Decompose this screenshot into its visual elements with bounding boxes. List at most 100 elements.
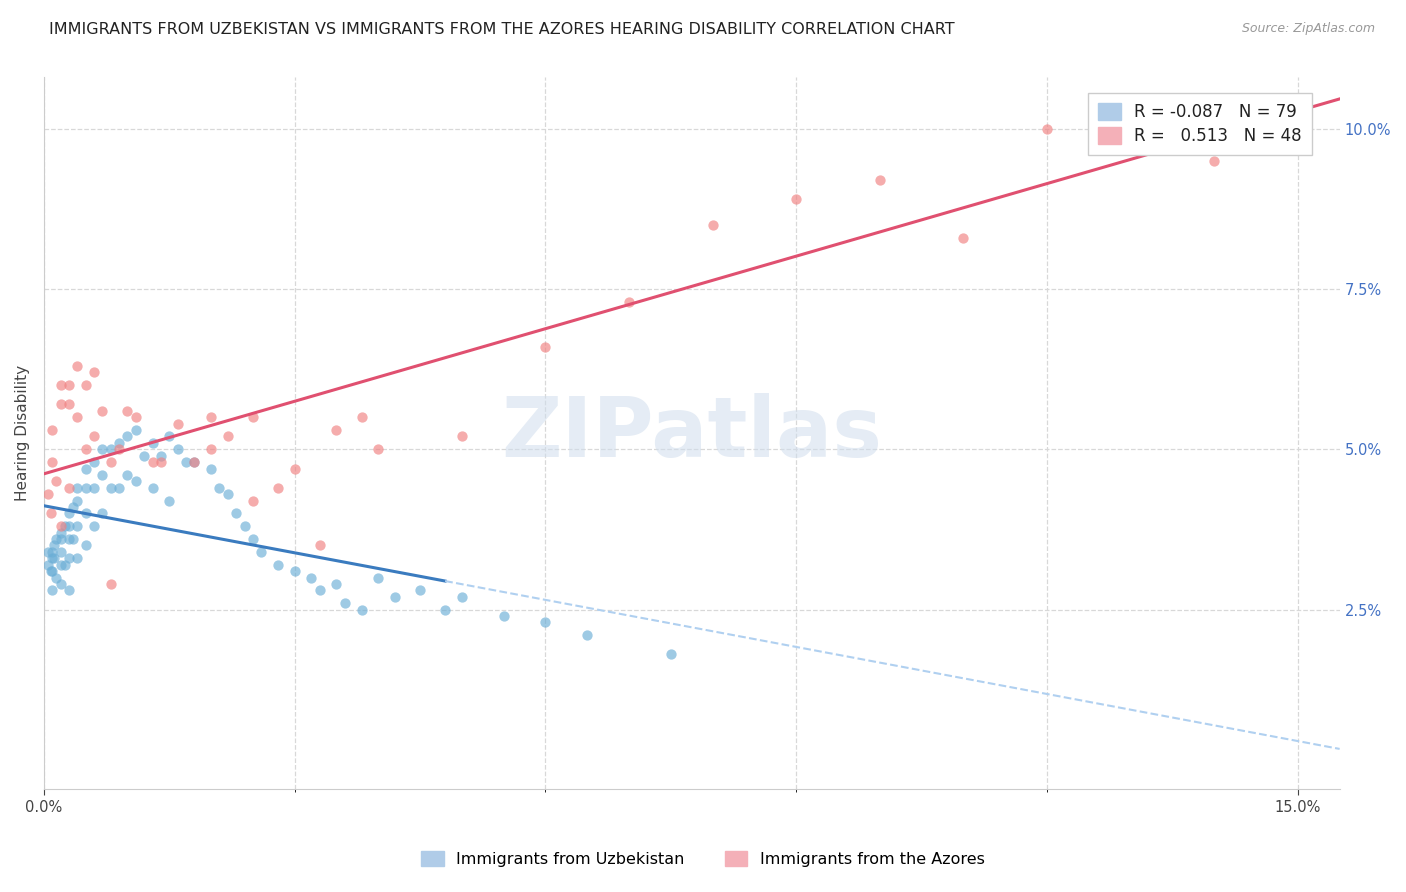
Y-axis label: Hearing Disability: Hearing Disability bbox=[15, 365, 30, 501]
Point bbox=[117, 467, 139, 482]
Point bbox=[333, 596, 356, 610]
Point bbox=[45, 570, 67, 584]
Point bbox=[325, 577, 347, 591]
Point bbox=[83, 519, 105, 533]
Point bbox=[45, 475, 67, 489]
Point bbox=[49, 532, 72, 546]
Legend: Immigrants from Uzbekistan, Immigrants from the Azores: Immigrants from Uzbekistan, Immigrants f… bbox=[415, 845, 991, 873]
Point bbox=[284, 564, 307, 578]
Point bbox=[75, 378, 97, 392]
Point bbox=[451, 429, 474, 443]
Point bbox=[41, 551, 63, 566]
Point bbox=[125, 423, 148, 437]
Point bbox=[58, 583, 80, 598]
Point bbox=[41, 583, 63, 598]
Point bbox=[125, 410, 148, 425]
Point bbox=[49, 545, 72, 559]
Point bbox=[308, 539, 330, 553]
Point bbox=[83, 455, 105, 469]
Point bbox=[350, 410, 373, 425]
Text: ZIPatlas: ZIPatlas bbox=[502, 392, 882, 474]
Point bbox=[183, 455, 205, 469]
Point bbox=[233, 519, 256, 533]
Point bbox=[142, 436, 165, 450]
Point bbox=[166, 417, 188, 431]
Point bbox=[66, 519, 89, 533]
Point bbox=[149, 449, 172, 463]
Point bbox=[367, 570, 389, 584]
Point bbox=[384, 590, 406, 604]
Point bbox=[39, 507, 62, 521]
Point bbox=[284, 461, 307, 475]
Point bbox=[100, 455, 122, 469]
Point bbox=[299, 570, 322, 584]
Point bbox=[142, 481, 165, 495]
Point bbox=[37, 487, 59, 501]
Point bbox=[49, 519, 72, 533]
Point bbox=[58, 532, 80, 546]
Point bbox=[100, 442, 122, 457]
Point bbox=[208, 481, 231, 495]
Point bbox=[869, 173, 891, 187]
Point bbox=[1119, 96, 1142, 111]
Point bbox=[75, 507, 97, 521]
Point bbox=[58, 481, 80, 495]
Point bbox=[702, 218, 724, 232]
Point bbox=[149, 455, 172, 469]
Point bbox=[49, 397, 72, 411]
Point bbox=[49, 577, 72, 591]
Point bbox=[66, 410, 89, 425]
Legend: R = -0.087   N = 79, R =   0.513   N = 48: R = -0.087 N = 79, R = 0.513 N = 48 bbox=[1088, 93, 1312, 155]
Point bbox=[534, 340, 557, 354]
Point bbox=[200, 442, 222, 457]
Point bbox=[785, 192, 807, 206]
Point bbox=[267, 481, 290, 495]
Point bbox=[53, 558, 76, 572]
Point bbox=[41, 545, 63, 559]
Point bbox=[91, 467, 114, 482]
Point bbox=[242, 410, 264, 425]
Text: IMMIGRANTS FROM UZBEKISTAN VS IMMIGRANTS FROM THE AZORES HEARING DISABILITY CORR: IMMIGRANTS FROM UZBEKISTAN VS IMMIGRANTS… bbox=[49, 22, 955, 37]
Point bbox=[66, 551, 89, 566]
Point bbox=[108, 436, 131, 450]
Point bbox=[157, 493, 180, 508]
Point bbox=[142, 455, 165, 469]
Point bbox=[1036, 121, 1059, 136]
Point bbox=[58, 551, 80, 566]
Point bbox=[576, 628, 599, 642]
Point bbox=[134, 449, 156, 463]
Point bbox=[166, 442, 188, 457]
Point bbox=[83, 365, 105, 379]
Point bbox=[42, 551, 65, 566]
Point bbox=[108, 442, 131, 457]
Point bbox=[492, 609, 515, 624]
Point bbox=[75, 461, 97, 475]
Point bbox=[91, 404, 114, 418]
Point bbox=[100, 577, 122, 591]
Point bbox=[217, 487, 239, 501]
Point bbox=[659, 648, 682, 662]
Point bbox=[62, 532, 84, 546]
Point bbox=[45, 532, 67, 546]
Point bbox=[117, 429, 139, 443]
Point bbox=[157, 429, 180, 443]
Point bbox=[1204, 153, 1226, 168]
Point bbox=[75, 442, 97, 457]
Point bbox=[534, 615, 557, 630]
Point bbox=[58, 378, 80, 392]
Point bbox=[350, 602, 373, 616]
Point bbox=[117, 404, 139, 418]
Point bbox=[37, 545, 59, 559]
Point bbox=[125, 475, 148, 489]
Point bbox=[200, 410, 222, 425]
Point bbox=[75, 481, 97, 495]
Point bbox=[617, 294, 640, 309]
Point bbox=[217, 429, 239, 443]
Point bbox=[37, 558, 59, 572]
Point bbox=[39, 564, 62, 578]
Point bbox=[41, 455, 63, 469]
Point bbox=[100, 481, 122, 495]
Point bbox=[225, 507, 247, 521]
Point bbox=[200, 461, 222, 475]
Point bbox=[91, 507, 114, 521]
